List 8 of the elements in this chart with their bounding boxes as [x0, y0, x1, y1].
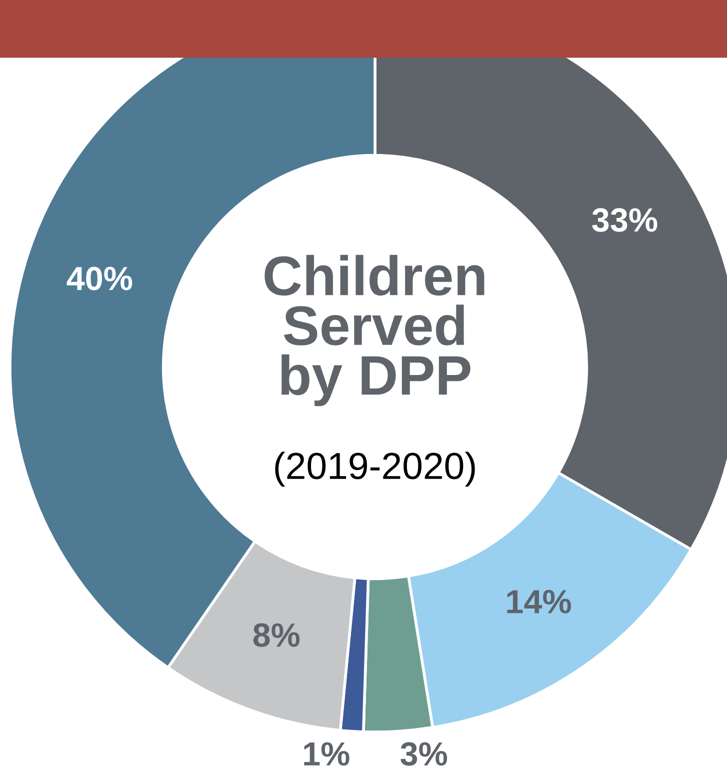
data-label: 1%: [304, 742, 350, 766]
data-label: 8%: [253, 623, 300, 647]
data-label: 33%: [592, 208, 658, 232]
data-label: 3%: [400, 742, 448, 766]
data-label: 14%: [507, 590, 571, 614]
text: (2019-2020): [275, 452, 475, 487]
text: Children Served by DPP: [264, 254, 484, 406]
data-label: 40%: [66, 266, 132, 290]
